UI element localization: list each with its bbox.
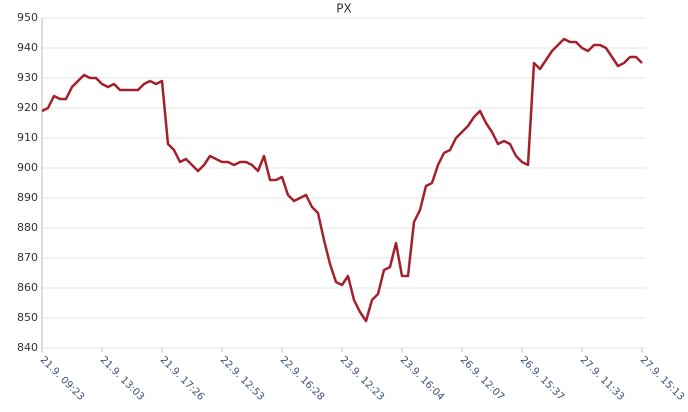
x-tick-label: 22.9. 16:28 <box>278 354 326 402</box>
y-tick-label: 910 <box>17 131 38 144</box>
y-tick-label: 940 <box>17 41 38 54</box>
x-tick-label: 21.9. 13:03 <box>98 354 146 402</box>
x-tick-label: 27.9. 11:33 <box>578 354 626 402</box>
y-tick-label: 920 <box>17 101 38 114</box>
x-tick-label: 21.9. 09:23 <box>38 354 86 402</box>
y-tick-label: 870 <box>17 251 38 264</box>
y-tick-label: 890 <box>17 191 38 204</box>
y-tick-label: 860 <box>17 281 38 294</box>
line <box>41 37 643 323</box>
y-tick-label: 850 <box>17 311 38 324</box>
x-tick-label: 21.9. 17:26 <box>158 354 206 402</box>
y-tick-label: 840 <box>17 341 38 354</box>
x-tick-label: 26.9. 12:07 <box>458 354 506 402</box>
y-tick-label: 930 <box>17 71 38 84</box>
x-tick-label: 22.9. 12:53 <box>218 354 266 402</box>
y-tick-label: 880 <box>17 221 38 234</box>
y-tick-label: 950 <box>17 11 38 24</box>
y-tick-label: 900 <box>17 161 38 174</box>
x-tick-label: 23.9. 12:23 <box>338 354 386 402</box>
x-tick-label: 23.9. 16:04 <box>398 354 446 402</box>
chart-title: PX <box>336 2 351 16</box>
x-tick-label: 26.9. 15:37 <box>518 354 566 402</box>
x-tick-label: 27.9. 15:13 <box>638 354 686 402</box>
